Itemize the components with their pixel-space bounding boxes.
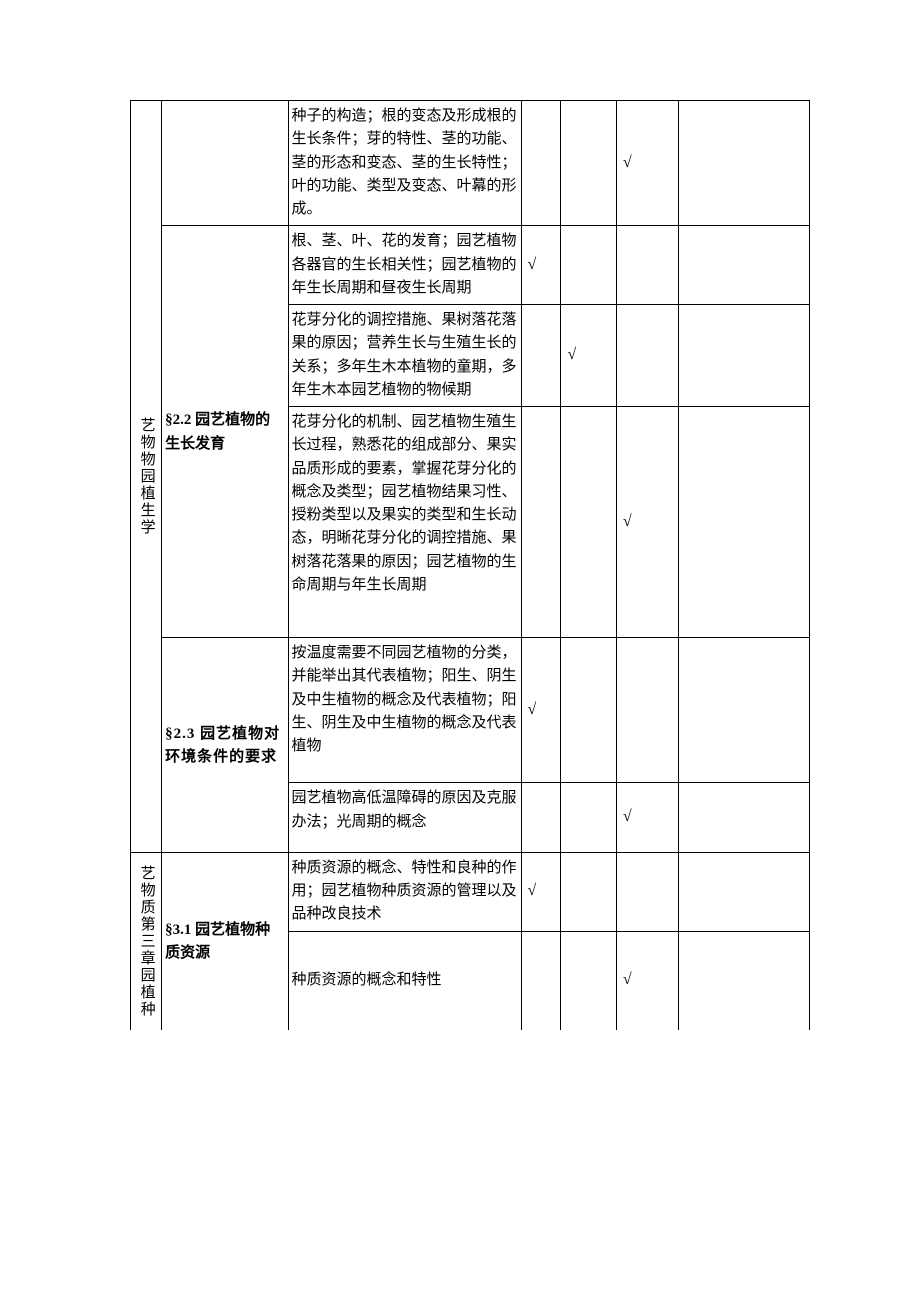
mark-cell	[561, 852, 616, 931]
mark-cell: √	[616, 783, 678, 853]
mark-cell	[679, 852, 810, 931]
mark-cell: √	[616, 407, 678, 638]
mark-cell	[561, 226, 616, 305]
section-cell: §2.2 园艺植物的生长发育	[162, 226, 288, 638]
mark-cell	[679, 638, 810, 783]
mark-cell: √	[616, 931, 678, 1030]
chapter-label: 艺物质第三章园植种	[131, 852, 162, 1029]
content-cell: 花芽分化的机制、园艺植物生殖生长过程，熟悉花的组成部分、果实品质形成的要素，掌握…	[288, 407, 521, 638]
mark-cell: √	[521, 226, 561, 305]
mark-cell	[679, 783, 810, 853]
mark-cell	[679, 407, 810, 638]
mark-cell	[521, 931, 561, 1030]
content-cell: 花芽分化的调控措施、果树落花落果的原因；营养生长与生殖生长的关系；多年生木本植物…	[288, 305, 521, 407]
content-cell: 种质资源的概念、特性和良种的作用；园艺植物种质资源的管理以及品种改良技术	[288, 852, 521, 931]
mark-cell: √	[616, 101, 678, 226]
mark-cell	[679, 305, 810, 407]
mark-cell	[561, 638, 616, 783]
section-cell: §3.1 园艺植物种质资源	[162, 852, 288, 1029]
mark-cell	[616, 638, 678, 783]
mark-cell: √	[561, 305, 616, 407]
mark-cell	[521, 407, 561, 638]
mark-cell	[561, 407, 616, 638]
mark-cell: √	[521, 638, 561, 783]
chapter-label: 艺物物园植生学	[131, 101, 162, 853]
mark-cell	[616, 305, 678, 407]
section-cell	[162, 101, 288, 226]
mark-cell	[679, 226, 810, 305]
syllabus-table: 艺物物园植生学 种子的构造；根的变态及形成根的生长条件；芽的特性、茎的功能、茎的…	[130, 100, 810, 1030]
content-cell: 种子的构造；根的变态及形成根的生长条件；芽的特性、茎的功能、茎的形态和变态、茎的…	[288, 101, 521, 226]
mark-cell: √	[521, 852, 561, 931]
content-cell: 根、茎、叶、花的发育；园艺植物各器官的生长相关性；园艺植物的年生长周期和昼夜生长…	[288, 226, 521, 305]
table-row: 艺物质第三章园植种 §3.1 园艺植物种质资源 种质资源的概念、特性和良种的作用…	[131, 852, 810, 931]
mark-cell	[561, 931, 616, 1030]
section-cell: §2.3 园艺植物对环境条件的要求	[162, 638, 288, 853]
mark-cell	[521, 101, 561, 226]
mark-cell	[521, 783, 561, 853]
mark-cell	[616, 852, 678, 931]
document-page: 艺物物园植生学 种子的构造；根的变态及形成根的生长条件；芽的特性、茎的功能、茎的…	[0, 0, 920, 1090]
content-cell: 种质资源的概念和特性	[288, 931, 521, 1030]
mark-cell	[616, 226, 678, 305]
table-row: §2.3 园艺植物对环境条件的要求 按温度需要不同园艺植物的分类，并能举出其代表…	[131, 638, 810, 783]
content-cell: 园艺植物高低温障碍的原因及克服办法；光周期的概念	[288, 783, 521, 853]
table-row: 艺物物园植生学 种子的构造；根的变态及形成根的生长条件；芽的特性、茎的功能、茎的…	[131, 101, 810, 226]
mark-cell	[561, 783, 616, 853]
table-row: §2.2 园艺植物的生长发育 根、茎、叶、花的发育；园艺植物各器官的生长相关性；…	[131, 226, 810, 305]
content-cell: 按温度需要不同园艺植物的分类，并能举出其代表植物；阳生、阴生及中生植物的概念及代…	[288, 638, 521, 783]
mark-cell	[561, 101, 616, 226]
mark-cell	[679, 101, 810, 226]
mark-cell	[521, 305, 561, 407]
mark-cell	[679, 931, 810, 1030]
